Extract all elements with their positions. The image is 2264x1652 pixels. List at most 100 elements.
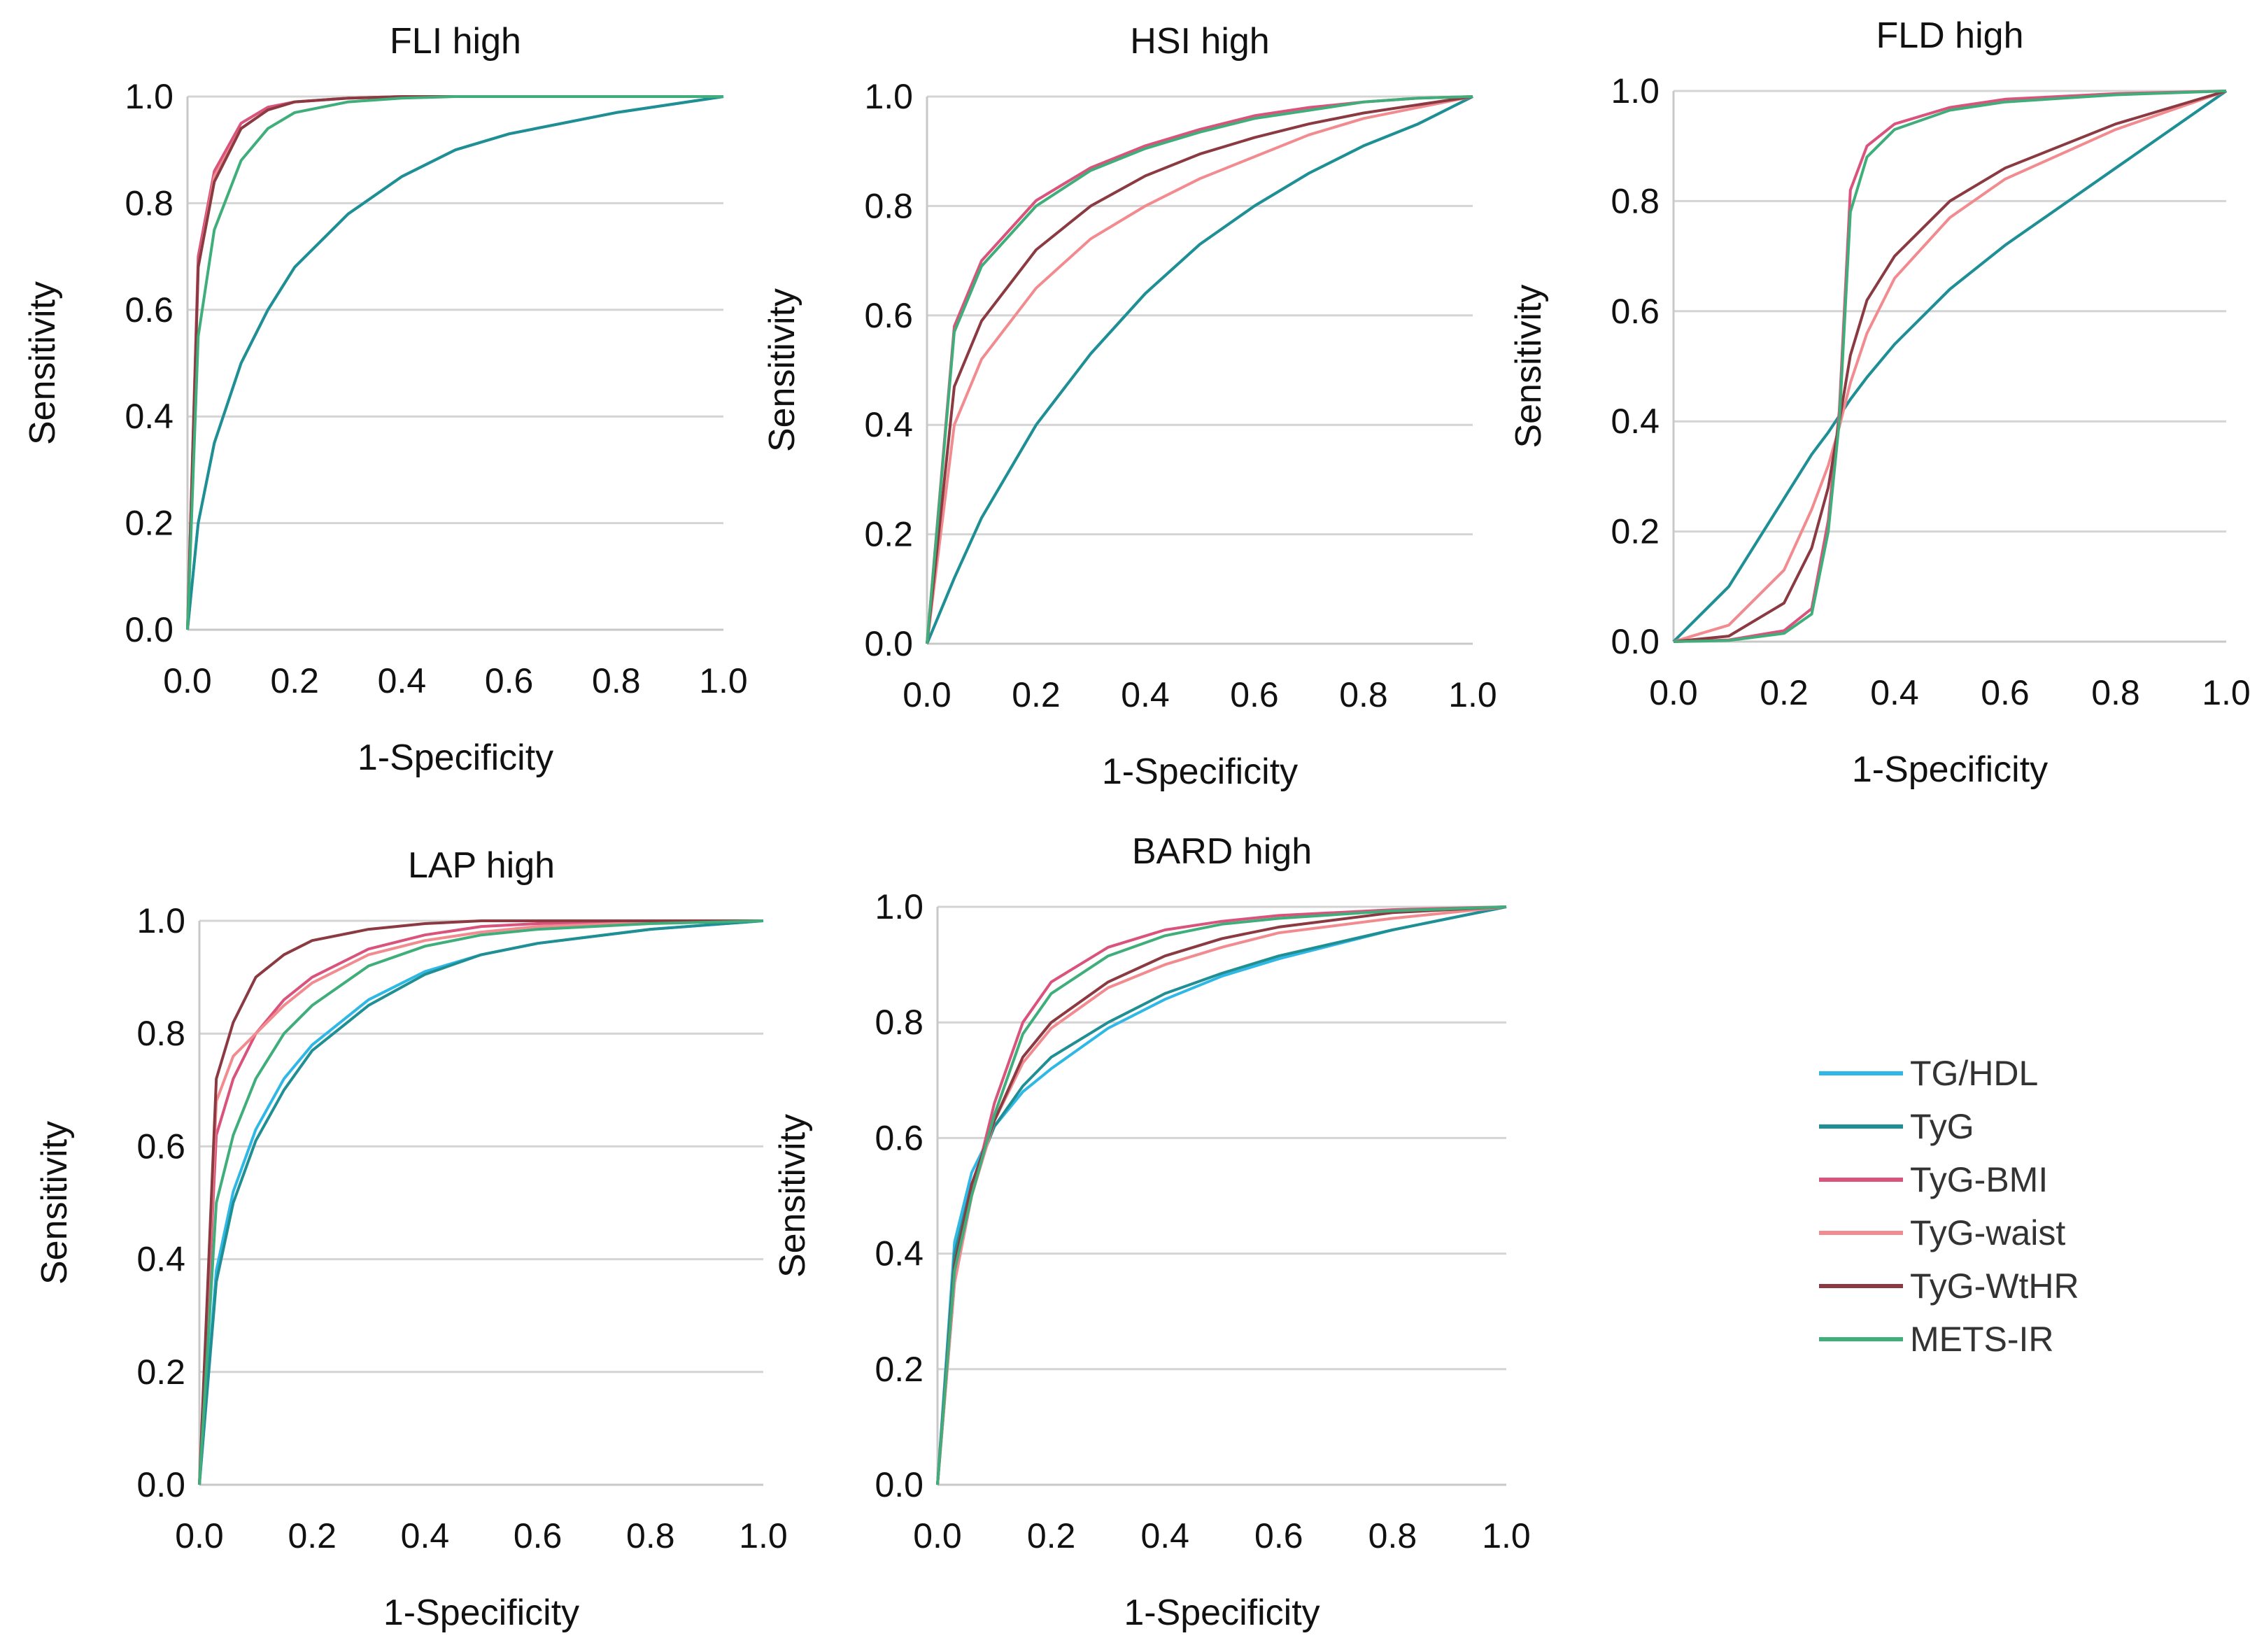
y-axis-label: Sensitivity xyxy=(1508,284,1549,448)
x-axis-label: 1-Specificity xyxy=(1852,749,2048,790)
y-tick-label: 0.6 xyxy=(875,1118,924,1157)
y-tick-label: 0.6 xyxy=(125,290,174,330)
chart-title: FLD high xyxy=(1876,15,2024,56)
roc-curve-tyg-bmi xyxy=(1673,90,2227,643)
y-tick-label: 0.4 xyxy=(864,405,913,444)
x-tick-label: 0.6 xyxy=(514,1516,563,1555)
y-axis-label: Sensitivity xyxy=(762,288,802,452)
y-tick-label: 1.0 xyxy=(136,901,185,940)
roc-curve-tyg xyxy=(1672,90,2228,643)
roc-curve-tyg-wthr xyxy=(1673,90,2227,643)
y-tick-label: 1.0 xyxy=(875,887,924,926)
y-tick-label: 0.2 xyxy=(1611,512,1660,551)
y-tick-label: 0.8 xyxy=(864,186,913,225)
x-tick-label: 0.6 xyxy=(1230,675,1279,714)
x-tick-label: 1.0 xyxy=(739,1516,788,1555)
legend-swatch xyxy=(1819,1284,1903,1288)
roc-curve-mets-ir xyxy=(936,905,1507,1485)
x-tick-label: 0.6 xyxy=(1254,1516,1303,1555)
chart-title: LAP high xyxy=(408,845,555,886)
chart-title: BARD high xyxy=(1132,831,1312,872)
x-tick-label: 1.0 xyxy=(2202,673,2251,712)
legend-item: METS-IR xyxy=(1819,1313,2079,1366)
roc-curve-tyg-bmi xyxy=(198,919,763,1485)
chart-title: HSI high xyxy=(1130,21,1269,62)
legend-label: TyG-BMI xyxy=(1910,1160,2049,1199)
y-tick-label: 0.8 xyxy=(125,183,174,223)
y-tick-label: 0.0 xyxy=(864,624,913,663)
y-tick-label: 0.6 xyxy=(136,1127,185,1166)
roc-curve-tyg-waist xyxy=(1673,90,2227,643)
roc-curve-tyg-wthr xyxy=(186,95,723,630)
x-tick-label: 0.2 xyxy=(1760,673,1809,712)
roc-curve-tyg-waist xyxy=(186,95,723,630)
y-tick-label: 1.0 xyxy=(864,77,913,116)
x-tick-label: 0.0 xyxy=(1649,673,1698,712)
x-tick-label: 0.8 xyxy=(2091,673,2140,712)
roc-panel: 0.0 0.0 0.2 0.2 0.4 0.4 0.6 0.6 0.8 0.8 1.0 1.0 BARD… xyxy=(772,831,1531,1633)
legend-swatch xyxy=(1819,1178,1903,1182)
x-tick-label: 0.4 xyxy=(401,1516,450,1555)
roc-curve-tyg xyxy=(936,905,1507,1485)
roc-panel: 0.0 0.0 0.2 0.2 0.4 0.4 0.6 0.6 0.8 0.8 1.0 1.0 HSI … xyxy=(762,21,1497,792)
x-axis-label: 1-Specificity xyxy=(1124,1593,1320,1633)
roc-curve-tyg-wthr xyxy=(926,95,1473,644)
roc-curve-tyg-waist xyxy=(936,905,1507,1485)
legend-swatch xyxy=(1819,1231,1903,1235)
legend-swatch xyxy=(1819,1337,1903,1341)
roc-curve-tyg-wthr xyxy=(936,905,1507,1485)
x-tick-label: 0.0 xyxy=(175,1516,224,1555)
y-tick-label: 0.8 xyxy=(875,1003,924,1042)
y-tick-label: 0.0 xyxy=(875,1465,924,1504)
roc-curve-tyg xyxy=(198,919,764,1485)
y-tick-label: 0.4 xyxy=(125,397,174,436)
x-tick-label: 0.4 xyxy=(1121,675,1170,714)
roc-panel: 0.0 0.0 0.2 0.2 0.4 0.4 0.6 0.6 0.8 0.8 1.0 1.0 FLI … xyxy=(22,21,748,778)
roc-curve-tg-hdl xyxy=(186,95,724,630)
x-tick-label: 0.8 xyxy=(1339,675,1388,714)
roc-curve-tyg-bmi xyxy=(186,95,723,630)
y-tick-label: 0.6 xyxy=(1611,292,1660,331)
legend-label: TyG-WtHR xyxy=(1910,1266,2079,1306)
x-tick-label: 0.4 xyxy=(378,661,427,700)
y-tick-label: 0.8 xyxy=(136,1014,185,1053)
x-tick-label: 0.0 xyxy=(163,661,212,700)
x-tick-label: 0.8 xyxy=(626,1516,675,1555)
x-tick-label: 1.0 xyxy=(1482,1516,1531,1555)
legend-item: TyG xyxy=(1819,1100,2079,1153)
x-axis-label: 1-Specificity xyxy=(1102,751,1298,792)
legend-item: TyG-waist xyxy=(1819,1206,2079,1259)
x-tick-label: 0.4 xyxy=(1140,1516,1189,1555)
legend-label: TyG-waist xyxy=(1910,1213,2066,1252)
x-tick-label: 0.0 xyxy=(913,1516,962,1555)
roc-panel: 0.0 0.0 0.2 0.2 0.4 0.4 0.6 0.6 0.8 0.8 1.0 1.0 LAP … xyxy=(34,845,788,1633)
x-tick-label: 0.8 xyxy=(592,661,641,700)
y-tick-label: 0.2 xyxy=(875,1350,924,1389)
roc-curve-tyg-waist xyxy=(926,95,1473,644)
x-tick-label: 0.0 xyxy=(903,675,951,714)
legend-swatch xyxy=(1819,1071,1903,1075)
y-tick-label: 0.0 xyxy=(136,1465,185,1504)
y-axis-label: Sensitivity xyxy=(34,1121,75,1285)
x-tick-label: 0.2 xyxy=(1012,675,1061,714)
roc-curve-mets-ir xyxy=(198,919,764,1485)
y-tick-label: 0.4 xyxy=(1611,402,1660,441)
y-tick-label: 0.6 xyxy=(864,296,913,335)
y-tick-label: 1.0 xyxy=(1611,71,1660,111)
x-axis-label: 1-Specificity xyxy=(383,1593,579,1633)
x-tick-label: 0.6 xyxy=(1981,673,2030,712)
y-tick-label: 0.4 xyxy=(875,1234,924,1273)
roc-curve-mets-ir xyxy=(926,95,1473,644)
roc-curve-tyg-bmi xyxy=(936,905,1507,1485)
y-tick-label: 0.0 xyxy=(1611,622,1660,661)
legend-label: TyG xyxy=(1910,1107,1974,1146)
roc-curve-tyg-waist xyxy=(198,919,764,1485)
y-tick-label: 1.0 xyxy=(125,77,174,116)
x-axis-label: 1-Specificity xyxy=(358,737,553,778)
y-tick-label: 0.2 xyxy=(864,515,913,554)
legend-label: TG/HDL xyxy=(1910,1054,2039,1093)
y-axis-label: Sensitivity xyxy=(772,1114,813,1278)
x-tick-label: 0.2 xyxy=(1027,1516,1076,1555)
roc-curve-mets-ir xyxy=(186,95,723,630)
x-tick-label: 0.4 xyxy=(1870,673,1919,712)
